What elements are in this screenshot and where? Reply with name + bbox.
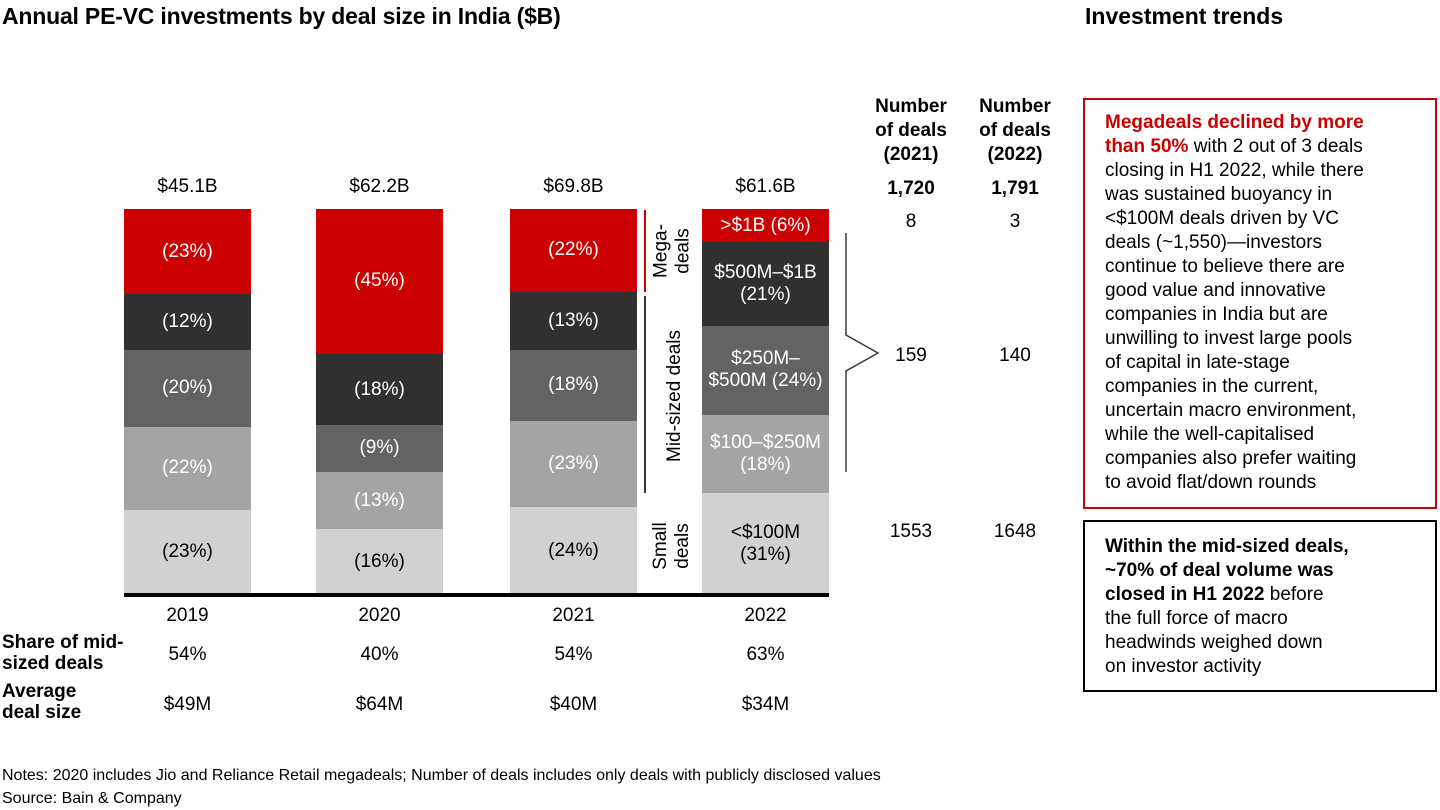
- segment-2020->$1B: (45%): [316, 209, 443, 354]
- bar-2022: >$1B (6%) $500M–$1B (21%) $250M– $500M (24…: [702, 209, 829, 596]
- deal-count-1-1: 3: [1009, 211, 1021, 232]
- midsized-callout-bold: Within the mid-sized deals, ~70% of deal…: [1105, 536, 1349, 605]
- segment-2021-<$100M: (24%): [510, 506, 637, 595]
- deal-count-2-1: 140: [999, 345, 1031, 366]
- deal-count-0-0: 1,720: [887, 178, 935, 199]
- x-label-2020: 2020: [358, 605, 401, 626]
- megadeals-label: Mega- deals: [650, 224, 694, 278]
- segment-2021-$100–$250M: (23%): [510, 421, 637, 507]
- segment-2019-$250M–$500M: (20%): [124, 349, 251, 427]
- megadeals-tick-line: [644, 210, 646, 292]
- smalldeals-label: Small deals: [650, 522, 693, 570]
- midsized-callout-text: before the full force of macro headwinds…: [1105, 584, 1324, 677]
- avg-deal-size-2019: $49M: [163, 694, 212, 715]
- share-midsized-2022: 63%: [746, 644, 785, 665]
- source-footnote: Source: Bain & Company: [2, 790, 182, 807]
- x-label-2021: 2021: [552, 605, 595, 626]
- segment-2020-$500M–$1B: (18%): [316, 353, 443, 426]
- deal-count-header-2021: Number of deals (2021): [875, 96, 947, 165]
- deal-count-0-1: 1,791: [991, 178, 1039, 199]
- midsized-callout-box: Within the mid-sized deals, ~70% of deal…: [1083, 520, 1437, 692]
- midsized-tick-line: [644, 296, 646, 493]
- share-midsized-label: Share of mid- sized deals: [2, 632, 124, 674]
- segment-2020-$250M–$500M: (9%): [316, 425, 443, 472]
- share-midsized-2019: 54%: [168, 644, 207, 665]
- deal-count-header-2022: Number of deals (2022): [979, 96, 1051, 165]
- megadeals-callout-bold: Megadeals declined by more than 50%: [1105, 112, 1364, 157]
- segment-2019-$500M–$1B: (12%): [124, 294, 251, 350]
- bar-2021: (22%) (13%) (18%) (23%) (24%): [510, 209, 637, 595]
- megadeals-callout-text: with 2 out of 3 deals closing in H1 2022…: [1105, 136, 1364, 493]
- avg-deal-size-2022: $34M: [741, 694, 790, 715]
- avg-deal-size-2021: $40M: [549, 694, 598, 715]
- segment-2020-$100–$250M: (13%): [316, 471, 443, 530]
- page-title: Annual PE-VC investments by deal size in…: [2, 3, 561, 29]
- segment-2022-$500M–$1B: $500M–$1B (21%): [702, 242, 829, 326]
- megadeals-callout-box: Megadeals declined by more than 50% with…: [1083, 98, 1437, 509]
- deal-count-3-0: 1553: [889, 521, 933, 542]
- deal-count-2-0: 159: [895, 345, 927, 366]
- x-label-2019: 2019: [166, 605, 209, 626]
- segment-2019->$1B: (23%): [124, 209, 251, 295]
- bar-total-2020: $62.2B: [349, 176, 410, 197]
- segment-2021-$500M–$1B: (13%): [510, 291, 637, 350]
- deal-count-1-0: 8: [905, 211, 917, 232]
- avg-deal-size-2020: $64M: [355, 694, 404, 715]
- bar-total-2019: $45.1B: [157, 176, 218, 197]
- x-label-2022: 2022: [744, 605, 787, 626]
- segment-2022-$250M–$500M: $250M– $500M (24%): [702, 325, 829, 415]
- bar-total-2021: $69.8B: [543, 176, 604, 197]
- segment-2019-<$100M: (23%): [124, 509, 251, 596]
- deal-count-3-1: 1648: [993, 521, 1037, 542]
- bar-2019: (23%) (12%) (20%) (22%) (23%): [124, 209, 251, 596]
- share-midsized-2021: 54%: [554, 644, 593, 665]
- segment-2020-<$100M: (16%): [316, 529, 443, 595]
- segment-2022->$1B: >$1B (6%): [702, 209, 829, 243]
- x-axis-line: [124, 593, 829, 597]
- segment-2021-$250M–$500M: (18%): [510, 349, 637, 422]
- bar-2020: (45%) (18%) (9%) (13%) (16%): [316, 209, 443, 595]
- segment-2022-<$100M: <$100M (31%): [702, 492, 829, 596]
- segment-2021->$1B: (22%): [510, 209, 637, 292]
- segment-2019-$100–$250M: (22%): [124, 426, 251, 510]
- trends-title: Investment trends: [1085, 3, 1284, 29]
- bar-total-2022: $61.6B: [735, 176, 796, 197]
- avg-deal-size-label: Average deal size: [2, 681, 82, 723]
- midsized-brace: [845, 233, 880, 472]
- share-midsized-2020: 40%: [360, 644, 399, 665]
- segment-2022-$100–$250M: $100–$250M (18%): [702, 414, 829, 493]
- notes-footnote: Notes: 2020 includes Jio and Reliance Re…: [2, 767, 881, 784]
- midsized-label: Mid-sized deals: [664, 330, 685, 462]
